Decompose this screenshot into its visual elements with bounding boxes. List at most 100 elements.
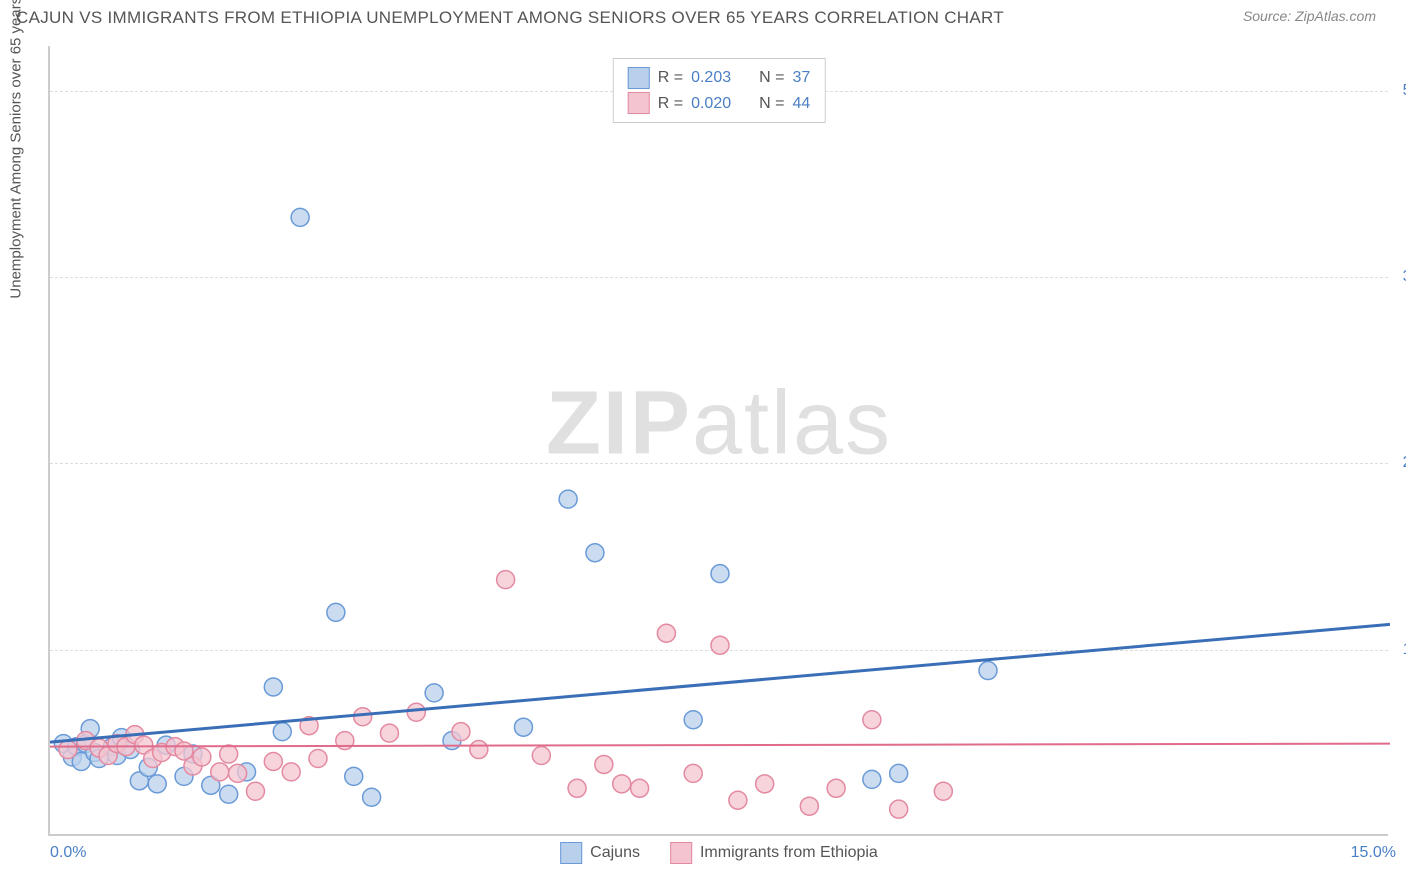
watermark: ZIPatlas — [546, 373, 892, 476]
scatter-point — [756, 775, 774, 793]
r-value: 0.203 — [691, 65, 731, 91]
grid-line — [50, 463, 1388, 464]
chart-container: Unemployment Among Seniors over 65 years… — [48, 46, 1388, 836]
scatter-point — [77, 732, 95, 750]
scatter-point — [684, 711, 702, 729]
scatter-point — [354, 708, 372, 726]
legend-swatch — [628, 67, 650, 89]
scatter-point — [175, 767, 193, 785]
scatter-point — [452, 723, 470, 741]
scatter-point — [559, 490, 577, 508]
y-tick-label: 37.5% — [1403, 268, 1406, 286]
series-legend: CajunsImmigrants from Ethiopia — [560, 842, 878, 864]
scatter-point — [130, 772, 148, 790]
scatter-point — [72, 752, 90, 770]
scatter-point — [345, 767, 363, 785]
scatter-point — [863, 711, 881, 729]
scatter-point — [827, 779, 845, 797]
scatter-point — [729, 791, 747, 809]
scatter-point — [300, 717, 318, 735]
scatter-point — [613, 775, 631, 793]
n-value: 44 — [792, 91, 810, 117]
legend-swatch — [560, 842, 582, 864]
scatter-point — [380, 724, 398, 742]
scatter-point — [220, 785, 238, 803]
scatter-point — [117, 738, 135, 756]
scatter-point — [99, 747, 117, 765]
trend-line — [50, 744, 1390, 747]
series-name: Cajuns — [590, 844, 640, 862]
scatter-point — [68, 738, 86, 756]
r-value: 0.020 — [691, 91, 731, 117]
n-label: N = — [759, 65, 784, 91]
scatter-point — [139, 758, 157, 776]
trend-line — [50, 624, 1390, 742]
scatter-point — [470, 741, 488, 759]
x-axis-min-label: 0.0% — [50, 844, 86, 862]
chart-title: CAJUN VS IMMIGRANTS FROM ETHIOPIA UNEMPL… — [16, 8, 1004, 28]
scatter-point — [54, 735, 72, 753]
scatter-point — [282, 763, 300, 781]
y-tick-label: 25.0% — [1403, 454, 1406, 472]
scatter-point — [631, 779, 649, 797]
correlation-legend-row: R = 0.203N = 37 — [628, 65, 811, 91]
scatter-point — [595, 755, 613, 773]
scatter-point — [657, 624, 675, 642]
n-label: N = — [759, 91, 784, 117]
scatter-point — [86, 744, 104, 762]
scatter-point — [90, 749, 108, 767]
scatter-point — [153, 744, 171, 762]
correlation-legend: R = 0.203 N = 37R = 0.020 N = 44 — [613, 58, 826, 123]
scatter-point — [135, 736, 153, 754]
grid-line — [50, 277, 1388, 278]
watermark-light: atlas — [692, 374, 892, 474]
source-attribution: Source: ZipAtlas.com — [1243, 8, 1376, 24]
scatter-point — [121, 741, 139, 759]
y-tick-label: 50.0% — [1403, 82, 1406, 100]
x-axis-max-label: 15.0% — [1351, 844, 1396, 862]
scatter-point — [184, 757, 202, 775]
scatter-point — [711, 565, 729, 583]
scatter-point — [327, 603, 345, 621]
scatter-point — [157, 736, 175, 754]
scatter-point — [202, 776, 220, 794]
scatter-point — [890, 800, 908, 818]
scatter-point — [586, 544, 604, 562]
y-axis-title: Unemployment Among Seniors over 65 years — [8, 0, 25, 299]
scatter-point — [800, 797, 818, 815]
scatter-point — [148, 775, 166, 793]
scatter-point — [220, 745, 238, 763]
scatter-point — [264, 678, 282, 696]
scatter-point — [193, 748, 211, 766]
scatter-point — [407, 703, 425, 721]
n-value: 37 — [792, 65, 810, 91]
scatter-svg — [50, 46, 1390, 836]
scatter-point — [890, 764, 908, 782]
scatter-point — [77, 735, 95, 753]
scatter-point — [81, 720, 99, 738]
scatter-point — [514, 718, 532, 736]
r-label: R = — [658, 91, 683, 117]
watermark-bold: ZIP — [546, 374, 692, 474]
scatter-point — [184, 745, 202, 763]
scatter-point — [59, 741, 77, 759]
scatter-point — [863, 770, 881, 788]
scatter-point — [90, 739, 108, 757]
scatter-point — [108, 735, 126, 753]
scatter-point — [246, 782, 264, 800]
scatter-point — [264, 752, 282, 770]
scatter-point — [211, 763, 229, 781]
scatter-point — [273, 723, 291, 741]
grid-line — [50, 650, 1388, 651]
scatter-point — [309, 749, 327, 767]
scatter-point — [443, 732, 461, 750]
scatter-point — [336, 732, 354, 750]
correlation-legend-row: R = 0.020 N = 44 — [628, 91, 811, 117]
scatter-point — [532, 747, 550, 765]
scatter-point — [497, 571, 515, 589]
scatter-point — [568, 779, 586, 797]
scatter-point — [175, 742, 193, 760]
scatter-point — [363, 788, 381, 806]
scatter-point — [425, 684, 443, 702]
y-tick-label: 12.5% — [1403, 641, 1406, 659]
